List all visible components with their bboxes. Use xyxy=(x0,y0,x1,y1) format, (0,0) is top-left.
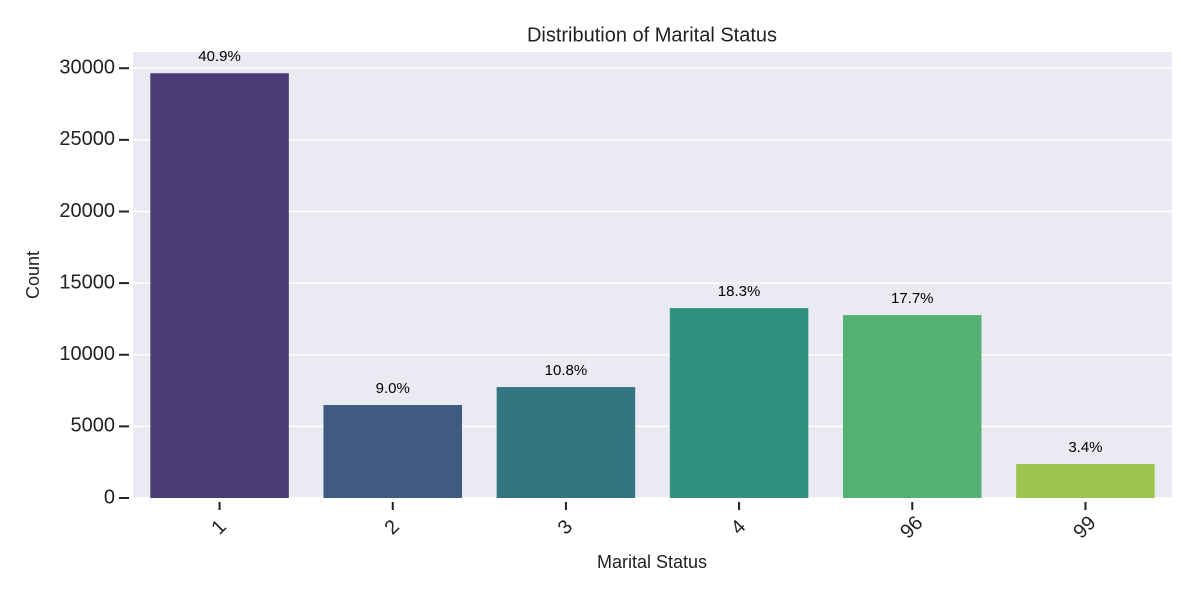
bar xyxy=(496,387,636,498)
bar-annotation: 9.0% xyxy=(376,380,410,397)
x-tick-label: 3 xyxy=(554,516,577,539)
x-tick-label: 1 xyxy=(207,516,230,539)
x-tick-label: 96 xyxy=(896,512,927,543)
bar-annotation: 10.8% xyxy=(545,362,588,379)
y-tick-label: 10000 xyxy=(59,343,115,365)
chart-title: Distribution of Marital Status xyxy=(527,24,777,46)
plot-background xyxy=(133,52,1172,498)
x-tick-label: 99 xyxy=(1069,512,1100,543)
bar-annotation: 40.9% xyxy=(198,48,241,65)
bar xyxy=(323,405,463,498)
y-tick-label: 15000 xyxy=(59,271,115,293)
bar-annotation: 3.4% xyxy=(1068,439,1102,456)
y-tick-label: 5000 xyxy=(71,415,116,437)
bar-annotation: 17.7% xyxy=(891,290,934,307)
bar xyxy=(1016,464,1155,498)
x-tick-label: 4 xyxy=(727,516,750,539)
x-tick-label: 2 xyxy=(381,516,404,539)
y-tick-label: 0 xyxy=(104,486,115,508)
x-axis-label: Marital Status xyxy=(597,552,707,572)
y-tick-label: 20000 xyxy=(59,200,115,222)
y-tick-label: 25000 xyxy=(59,128,115,150)
bar xyxy=(842,315,982,498)
bar xyxy=(669,308,809,498)
y-axis-label: Count xyxy=(23,251,43,299)
y-tick-label: 30000 xyxy=(59,57,115,79)
bar-annotation: 18.3% xyxy=(718,283,761,300)
bar xyxy=(150,73,289,498)
